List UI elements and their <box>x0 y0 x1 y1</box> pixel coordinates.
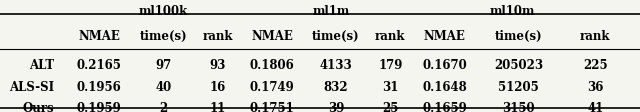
Text: 205023: 205023 <box>494 58 543 71</box>
Text: 41: 41 <box>587 101 604 112</box>
Text: time(s): time(s) <box>312 29 360 42</box>
Text: 39: 39 <box>328 101 344 112</box>
Text: 0.1659: 0.1659 <box>422 101 467 112</box>
Text: ml100k: ml100k <box>139 5 188 18</box>
Text: 0.1648: 0.1648 <box>422 80 467 93</box>
Text: 36: 36 <box>587 80 604 93</box>
Text: 11: 11 <box>209 101 226 112</box>
Text: ml10m: ml10m <box>490 5 534 18</box>
Text: NMAE: NMAE <box>78 29 120 42</box>
Text: 0.1959: 0.1959 <box>77 101 122 112</box>
Text: 97: 97 <box>155 58 172 71</box>
Text: time(s): time(s) <box>140 29 187 42</box>
Text: ALS-SI: ALS-SI <box>9 80 54 93</box>
Text: 0.1956: 0.1956 <box>77 80 122 93</box>
Text: ml1m: ml1m <box>312 5 349 18</box>
Text: 4133: 4133 <box>319 58 353 71</box>
Text: 0.1751: 0.1751 <box>250 101 294 112</box>
Text: Ours: Ours <box>23 101 54 112</box>
Text: 16: 16 <box>209 80 226 93</box>
Text: 0.1806: 0.1806 <box>250 58 294 71</box>
Text: 0.2165: 0.2165 <box>77 58 122 71</box>
Text: ALT: ALT <box>29 58 54 71</box>
Text: 832: 832 <box>324 80 348 93</box>
Text: 25: 25 <box>382 101 399 112</box>
Text: time(s): time(s) <box>495 29 542 42</box>
Text: 93: 93 <box>209 58 226 71</box>
Text: 0.1749: 0.1749 <box>250 80 294 93</box>
Text: 0.1670: 0.1670 <box>422 58 467 71</box>
Text: 3150: 3150 <box>502 101 534 112</box>
Text: 40: 40 <box>155 80 172 93</box>
Text: 31: 31 <box>382 80 399 93</box>
Text: 51205: 51205 <box>498 80 539 93</box>
Text: rank: rank <box>580 29 611 42</box>
Text: 179: 179 <box>378 58 403 71</box>
Text: rank: rank <box>202 29 233 42</box>
Text: 225: 225 <box>583 58 607 71</box>
Text: NMAE: NMAE <box>251 29 293 42</box>
Text: NMAE: NMAE <box>424 29 466 42</box>
Text: rank: rank <box>375 29 406 42</box>
Text: 2: 2 <box>159 101 167 112</box>
